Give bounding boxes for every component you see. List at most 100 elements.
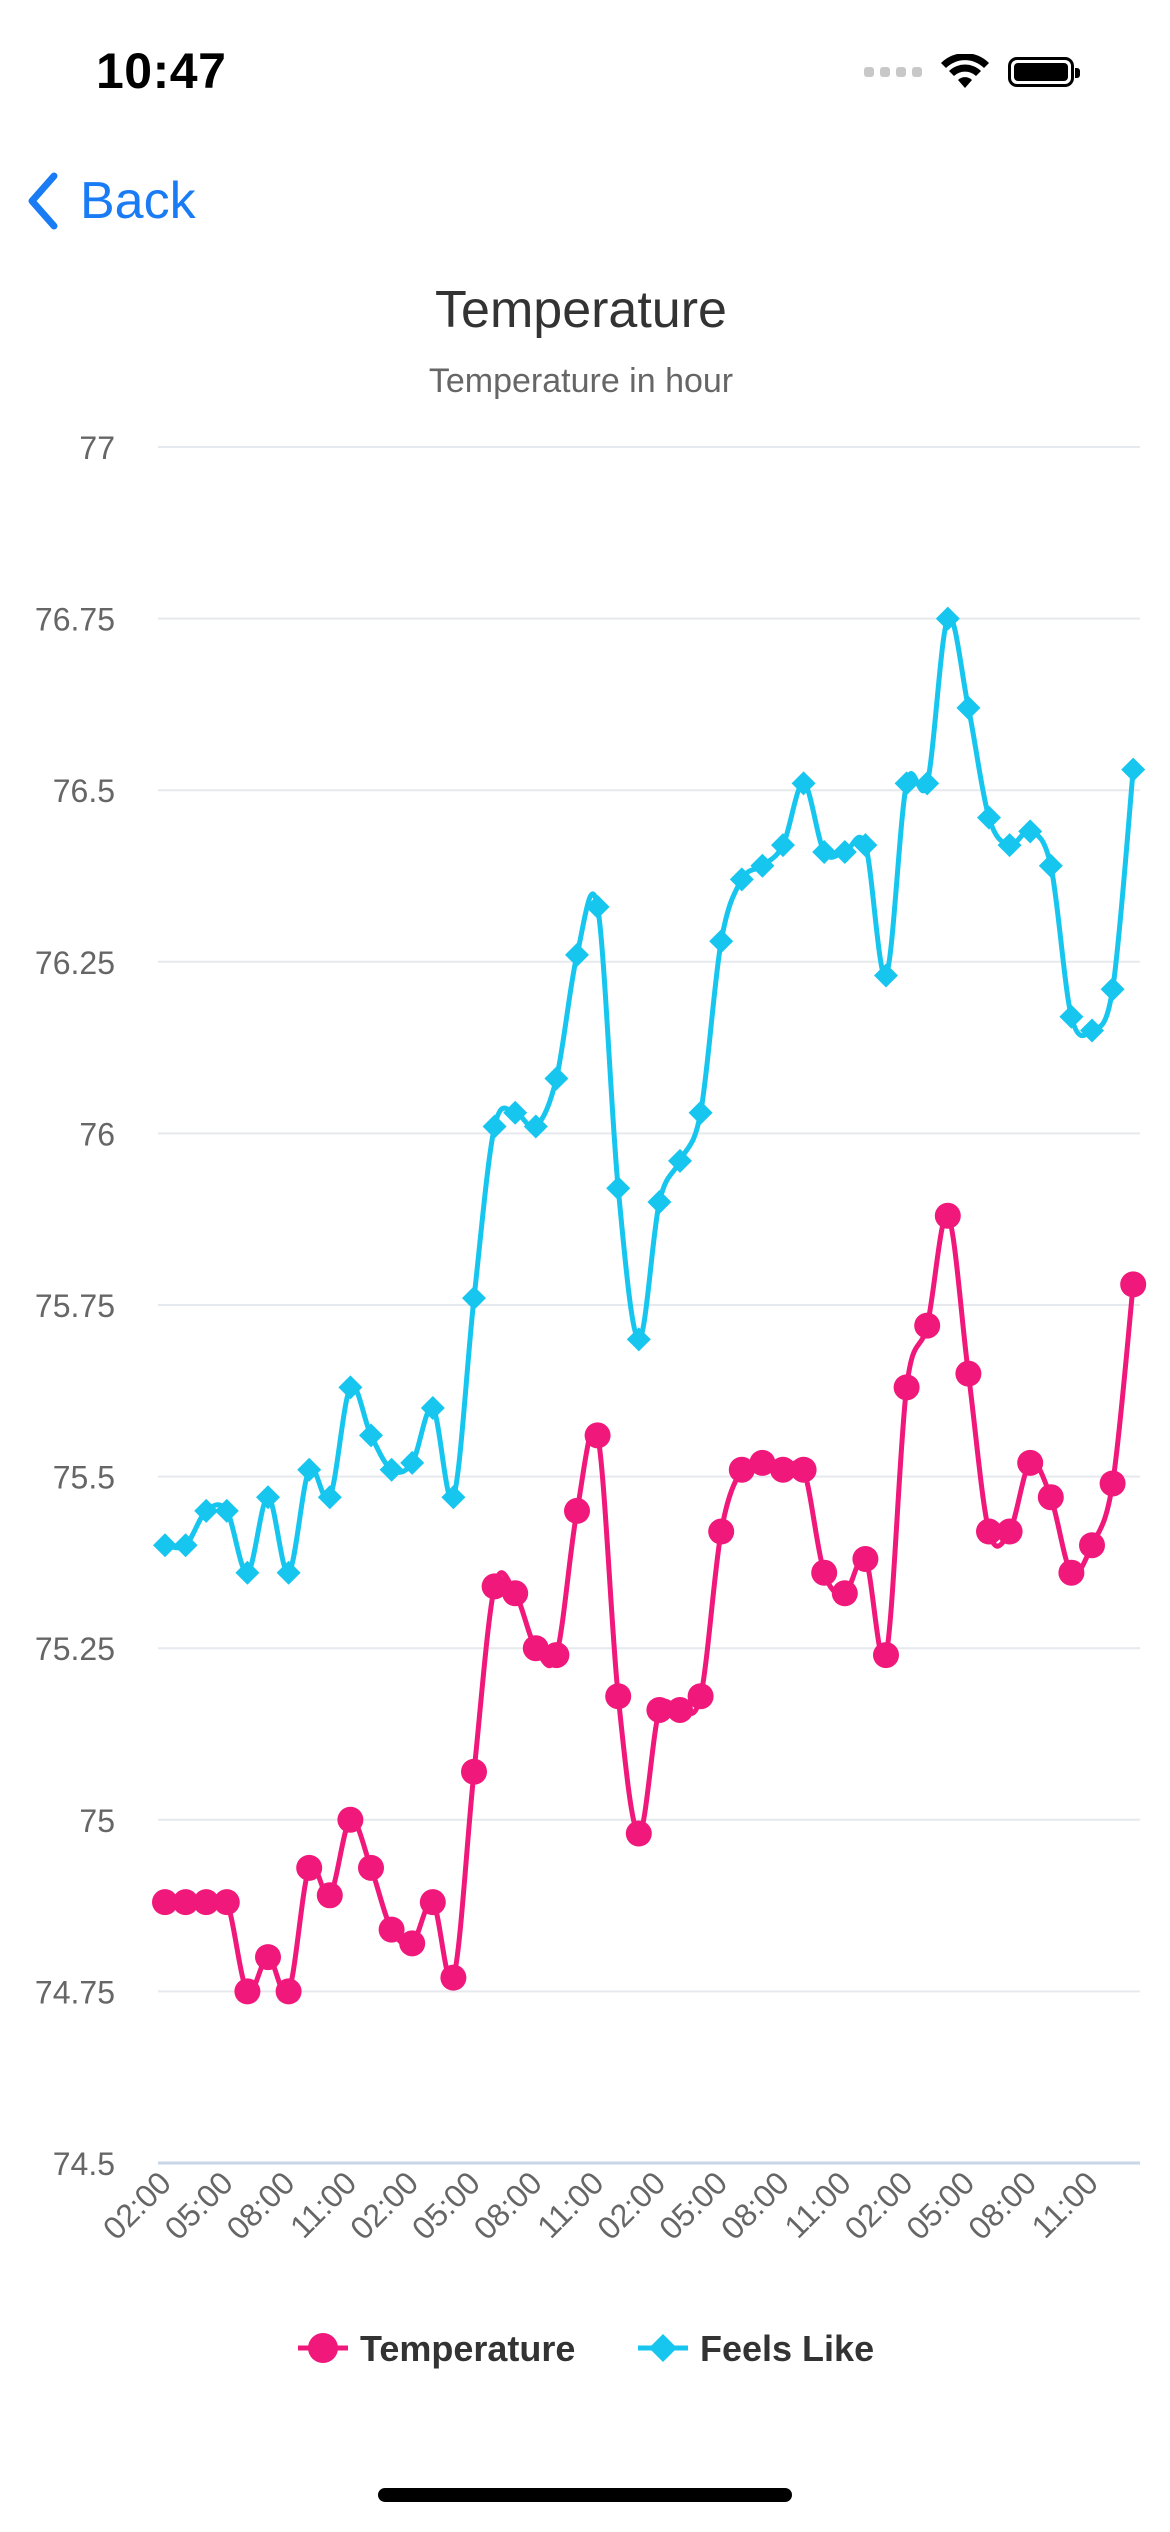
data-point[interactable] (359, 1423, 383, 1448)
data-point[interactable] (1059, 1004, 1084, 1029)
data-point[interactable] (625, 1820, 652, 1847)
data-point[interactable] (709, 929, 734, 954)
data-point[interactable] (358, 1854, 384, 1881)
data-point[interactable] (831, 1580, 858, 1607)
data-point[interactable] (791, 771, 816, 796)
data-point[interactable] (668, 1148, 692, 1173)
data-point[interactable] (688, 1100, 713, 1125)
legend-item-temperature[interactable]: Temperature (298, 2328, 575, 2369)
legend-item-feels-like[interactable]: Feels Like (638, 2328, 874, 2369)
data-point[interactable] (667, 1696, 693, 1723)
back-button[interactable]: Back (24, 170, 196, 232)
data-point[interactable] (522, 1635, 549, 1662)
data-point[interactable] (296, 1854, 323, 1881)
data-point[interactable] (379, 1457, 404, 1482)
data-point[interactable] (1058, 1559, 1085, 1586)
data-point[interactable] (1017, 1449, 1044, 1476)
data-point[interactable] (193, 1889, 220, 1916)
data-point[interactable] (873, 1642, 899, 1669)
data-point[interactable] (255, 1944, 281, 1971)
data-point[interactable] (1037, 1484, 1064, 1511)
data-point[interactable] (275, 1978, 302, 2005)
data-point[interactable] (853, 833, 878, 858)
data-point[interactable] (708, 1518, 735, 1545)
data-point[interactable] (1079, 1532, 1105, 1559)
data-point[interactable] (1120, 1271, 1147, 1298)
data-point[interactable] (482, 1114, 507, 1139)
data-point[interactable] (297, 1457, 322, 1482)
data-point[interactable] (812, 839, 837, 864)
data-point[interactable] (935, 606, 960, 631)
data-point[interactable] (523, 1114, 548, 1139)
data-point[interactable] (626, 1327, 651, 1352)
data-point[interactable] (874, 963, 898, 988)
data-point[interactable] (915, 771, 940, 796)
data-point[interactable] (749, 1449, 776, 1476)
data-point[interactable] (771, 833, 795, 858)
data-point[interactable] (852, 1545, 879, 1572)
data-point[interactable] (440, 1964, 467, 1991)
status-bar: 10:47 (0, 0, 1170, 150)
data-point[interactable] (997, 833, 1022, 858)
data-point[interactable] (564, 1497, 590, 1524)
data-point[interactable] (565, 942, 589, 967)
data-point[interactable] (378, 1916, 405, 1943)
data-point[interactable] (172, 1889, 199, 1916)
data-point[interactable] (646, 1696, 673, 1723)
data-point[interactable] (977, 805, 1001, 830)
data-point[interactable] (1080, 1018, 1104, 1043)
data-point[interactable] (543, 1642, 570, 1669)
data-point[interactable] (832, 839, 857, 864)
data-point[interactable] (955, 1360, 982, 1387)
data-point[interactable] (338, 1375, 363, 1400)
data-point[interactable] (584, 1422, 611, 1449)
data-point[interactable] (976, 1518, 1002, 1545)
data-point[interactable] (276, 1560, 301, 1585)
data-point[interactable] (316, 1882, 343, 1909)
data-point[interactable] (420, 1395, 445, 1420)
data-point[interactable] (811, 1559, 838, 1586)
data-point[interactable] (153, 1533, 177, 1558)
data-point[interactable] (213, 1889, 240, 1916)
data-point[interactable] (790, 1456, 817, 1483)
data-point[interactable] (1121, 757, 1146, 782)
data-point[interactable] (729, 867, 754, 892)
data-point[interactable] (934, 1202, 961, 1229)
data-point[interactable] (234, 1978, 261, 2005)
data-point[interactable] (996, 1518, 1023, 1545)
data-point[interactable] (317, 1485, 342, 1510)
data-point[interactable] (647, 1190, 672, 1215)
data-point[interactable] (1100, 977, 1125, 1002)
data-point[interactable] (256, 1485, 280, 1510)
data-point[interactable] (481, 1573, 508, 1600)
data-point[interactable] (462, 1286, 486, 1311)
data-point[interactable] (728, 1456, 755, 1483)
data-point[interactable] (770, 1456, 796, 1483)
data-point[interactable] (194, 1498, 219, 1523)
data-point[interactable] (399, 1930, 426, 1957)
data-point[interactable] (687, 1683, 714, 1710)
data-point[interactable] (152, 1889, 178, 1916)
data-point[interactable] (956, 695, 981, 720)
data-point[interactable] (605, 1683, 632, 1710)
data-point[interactable] (585, 894, 610, 919)
data-point[interactable] (606, 1176, 631, 1201)
data-point[interactable] (214, 1498, 239, 1523)
data-point[interactable] (337, 1806, 364, 1833)
data-point[interactable] (893, 1374, 920, 1401)
data-point[interactable] (750, 853, 775, 878)
data-point[interactable] (894, 771, 919, 796)
data-point[interactable] (419, 1889, 446, 1916)
data-point[interactable] (1018, 819, 1043, 844)
data-point[interactable] (1038, 853, 1063, 878)
data-point[interactable] (914, 1312, 941, 1339)
data-point[interactable] (173, 1533, 198, 1558)
data-point[interactable] (235, 1560, 260, 1585)
data-point[interactable] (502, 1580, 529, 1607)
data-point[interactable] (461, 1758, 487, 1785)
data-point[interactable] (1099, 1470, 1126, 1497)
data-point[interactable] (400, 1450, 425, 1475)
data-point[interactable] (503, 1100, 528, 1125)
data-point[interactable] (441, 1485, 466, 1510)
data-point[interactable] (544, 1066, 569, 1091)
